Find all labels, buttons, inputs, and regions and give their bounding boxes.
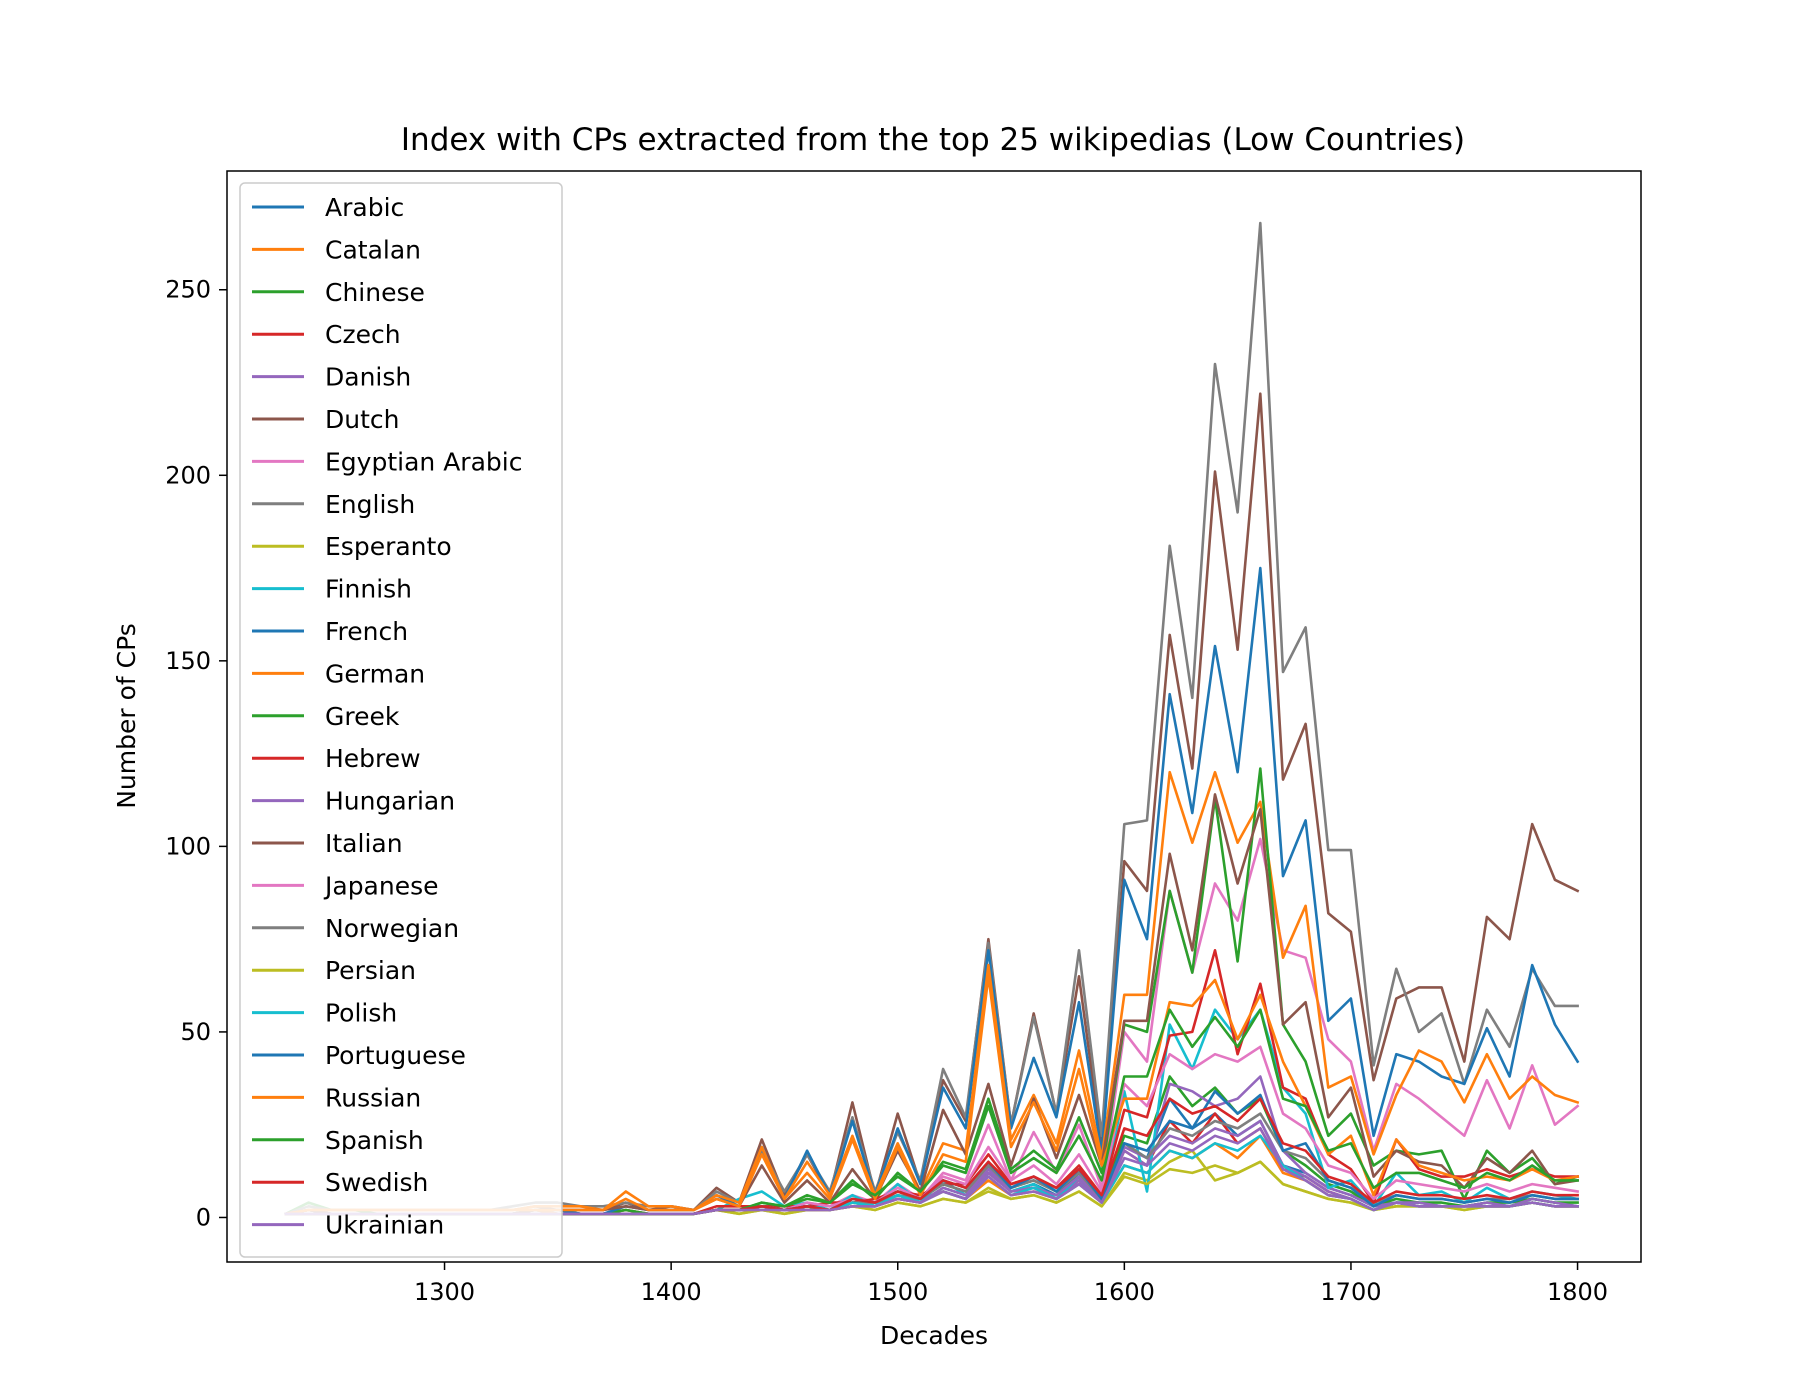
x-tick-label: 1800 — [1547, 1278, 1608, 1306]
x-tick-label: 1300 — [414, 1278, 475, 1306]
y-tick-label: 100 — [165, 832, 211, 860]
legend-label: English — [325, 490, 415, 519]
legend-label: Arabic — [325, 193, 404, 222]
legend-label: Persian — [325, 956, 416, 985]
x-tick-label: 1400 — [641, 1278, 702, 1306]
legend-box — [239, 182, 563, 1258]
y-axis: 0 50 100 150 200 250 — [165, 276, 227, 1231]
legend-label: Japanese — [323, 871, 439, 900]
x-tick-label: 1500 — [867, 1278, 928, 1306]
legend-label: Hungarian — [325, 787, 455, 816]
legend-label: Portuguese — [325, 1041, 466, 1070]
legend-label: Egyptian Arabic — [325, 447, 522, 476]
legend-label: French — [325, 617, 408, 646]
y-tick-label: 150 — [165, 647, 211, 675]
legend-label: Dutch — [325, 405, 400, 434]
legend-label: Catalan — [325, 235, 421, 264]
legend-label: Italian — [325, 829, 403, 858]
legend-label: Esperanto — [325, 532, 452, 561]
y-tick-label: 200 — [165, 461, 211, 489]
legend-label: Swedish — [325, 1168, 428, 1197]
legend-label: Czech — [325, 320, 401, 349]
legend-label: Ukrainian — [325, 1211, 444, 1240]
x-axis-label: Decades — [880, 1321, 988, 1350]
axes-frame — [226, 170, 1642, 1263]
y-axis-label: Number of CPs — [112, 623, 141, 809]
legend-label: Russian — [325, 1083, 421, 1112]
x-axis: 1300 1400 1500 1600 1700 1800 — [414, 1262, 1608, 1306]
y-tick-label: 250 — [165, 276, 211, 304]
y-tick-label: 50 — [180, 1018, 211, 1046]
x-tick-label: 1700 — [1320, 1278, 1381, 1306]
legend: Arabic Catalan Chinese Czech Danish Dutch Egyp… — [239, 182, 563, 1258]
legend-label: German — [325, 659, 425, 688]
legend-label: Hebrew — [325, 744, 421, 773]
chart-title: Index with CPs extracted from the top 25… — [401, 122, 1465, 158]
legend-label: Finnish — [325, 575, 412, 604]
y-tick-label: 0 — [196, 1203, 211, 1231]
legend-label: Danish — [325, 363, 411, 392]
legend-label: Polish — [325, 999, 397, 1028]
legend-label: Chinese — [325, 278, 425, 307]
x-tick-label: 1600 — [1094, 1278, 1155, 1306]
legend-label: Norwegian — [325, 914, 459, 943]
legend-label: Greek — [325, 702, 400, 731]
legend-label: Spanish — [325, 1126, 424, 1155]
